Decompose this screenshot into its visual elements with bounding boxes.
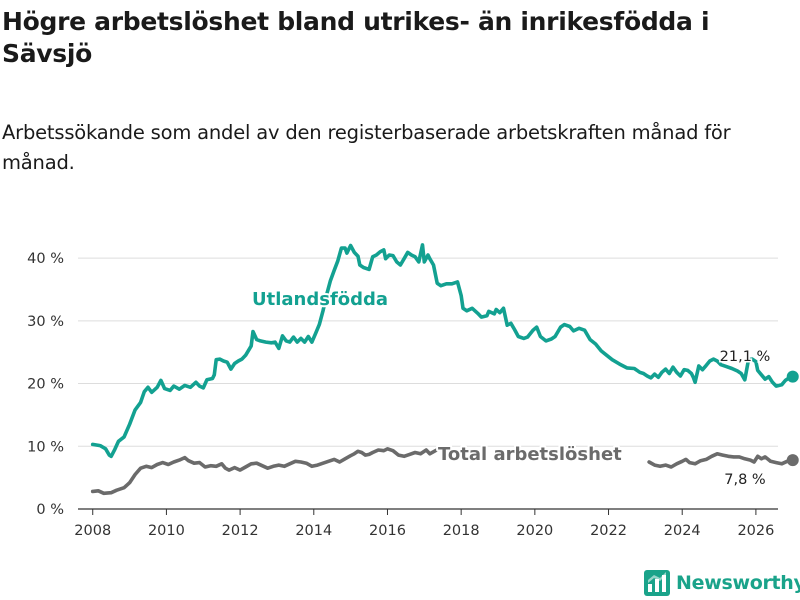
series-label-utlandsfodda: Utlandsfödda (252, 289, 388, 310)
series-line (90, 446, 795, 496)
series-lines (90, 243, 795, 496)
x-tick-label: 2014 (295, 523, 332, 539)
y-tick-label: 40 % (27, 251, 64, 267)
grid-lines (78, 257, 778, 447)
y-tick-label: 30 % (27, 314, 64, 330)
axes: 0 % 10 % 20 % 30 % 40 % 2008 2010 2012 2014 2016 2… (27, 251, 778, 539)
x-tick-label: 2022 (590, 523, 627, 539)
y-tick-label: 0 % (36, 502, 64, 518)
x-tick-label: 2010 (148, 523, 185, 539)
chart-title: Högre arbetslöshet bland utrikes- än inr… (2, 7, 710, 68)
x-tick-label: 2016 (369, 523, 406, 539)
series-end-marker (786, 370, 799, 383)
x-tick-label: 2024 (664, 523, 701, 539)
x-tick-label: 2008 (74, 523, 111, 539)
series-end-marker (786, 454, 799, 467)
newsworthy-logo-icon (644, 570, 670, 596)
y-tick-label: 10 % (27, 439, 64, 455)
brand-logo[interactable]: Newsworthy (644, 566, 800, 600)
x-tick-label: 2020 (516, 523, 553, 539)
series-line (90, 243, 795, 459)
series-labels: Utlandsfödda Total arbetslöshet 21,1 % 7,8 … (250, 287, 772, 490)
y-tick-label: 20 % (27, 377, 64, 393)
x-tick-label: 2012 (222, 523, 259, 539)
x-tick-label: 2026 (737, 523, 774, 539)
end-value-label-total: 7,8 % (724, 472, 765, 488)
series-label-total: Total arbetslöshet (438, 444, 622, 465)
end-value-label-utlandsfodda: 21,1 % (720, 349, 771, 365)
x-tick-label: 2018 (443, 523, 480, 539)
brand-name: Newsworthy (676, 572, 800, 594)
chart-subtitle: Arbetssökande som andel av den registerb… (2, 121, 731, 174)
series-markers (786, 370, 799, 467)
